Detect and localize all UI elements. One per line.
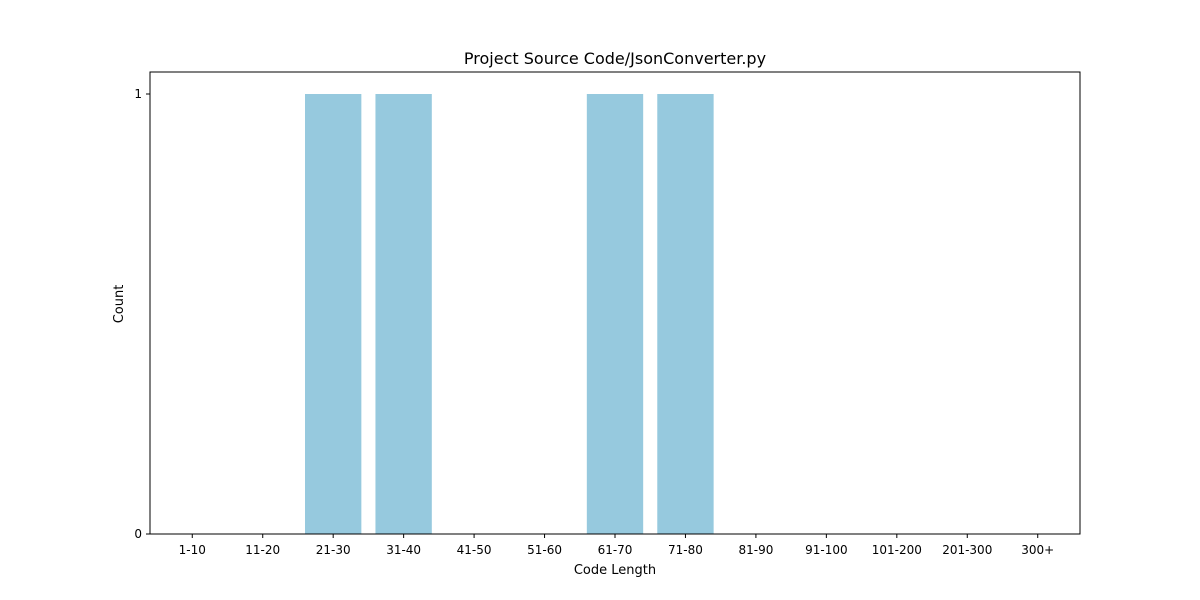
chart-title: Project Source Code/JsonConverter.py <box>464 49 766 68</box>
bar-21-30 <box>305 94 362 534</box>
x-tick-label: 300+ <box>1021 543 1054 557</box>
bar-71-80 <box>657 94 714 534</box>
x-axis-label: Code Length <box>574 563 656 578</box>
bar-61-70 <box>586 94 644 534</box>
x-tick-label: 31-40 <box>386 543 421 557</box>
y-axis-label: Count <box>112 285 127 324</box>
x-tick-label: 101-200 <box>872 543 922 557</box>
x-tick-label: 11-20 <box>245 543 280 557</box>
bar-31-40 <box>375 94 432 534</box>
x-tick-label: 61-70 <box>598 543 633 557</box>
x-tick-label: 91-100 <box>805 543 848 557</box>
y-axis-ticks: 01 <box>134 87 150 541</box>
x-tick-label: 21-30 <box>316 543 351 557</box>
bars-group <box>305 94 714 534</box>
x-tick-label: 1-10 <box>179 543 206 557</box>
x-tick-label: 51-60 <box>527 543 562 557</box>
x-tick-label: 201-300 <box>942 543 992 557</box>
y-tick-label: 0 <box>134 527 142 541</box>
y-tick-label: 1 <box>134 87 142 101</box>
x-tick-label: 71-80 <box>668 543 703 557</box>
x-tick-label: 81-90 <box>738 543 773 557</box>
x-tick-label: 41-50 <box>457 543 492 557</box>
x-axis-ticks: 1-10 11-20 21-30 31-40 41-50 51-60 61-70 71-80 8… <box>179 534 1054 557</box>
